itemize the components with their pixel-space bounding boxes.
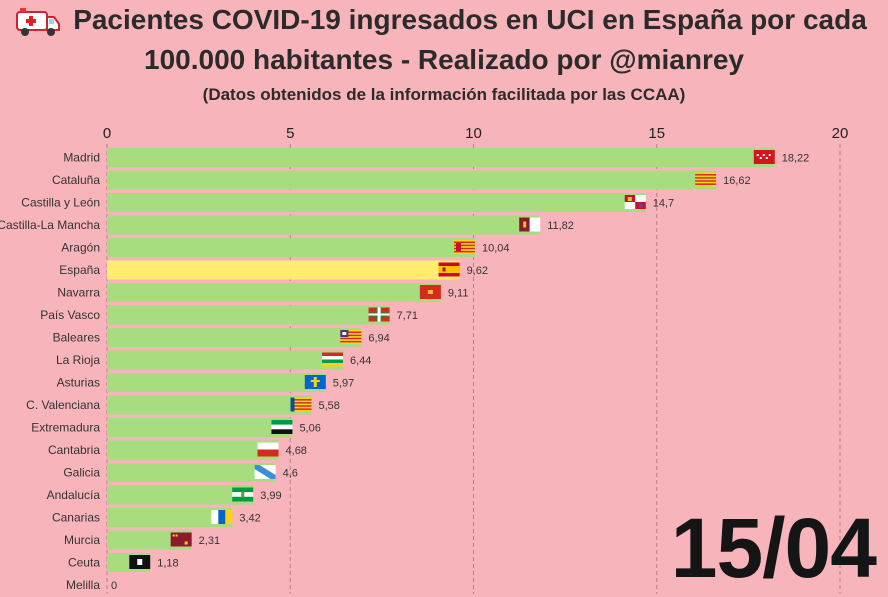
chart-title-line2: 100.000 habitantes - Realizado por @mian… <box>144 44 744 75</box>
category-label: Aragón <box>61 241 100 255</box>
value-label: 5,58 <box>319 400 340 412</box>
category-label: C. Valenciana <box>26 398 100 412</box>
ambulance-icon <box>16 8 60 36</box>
bar-chart: 0 5 10 15 20 Madrid 18,22 Cataluña 16,62 Castilla… <box>0 125 849 594</box>
value-label: 4,68 <box>286 445 307 457</box>
flag-espana-icon <box>438 262 460 277</box>
bar <box>107 283 441 302</box>
category-label: Madrid <box>63 151 100 165</box>
flag-ceuta-icon <box>129 555 151 569</box>
category-label: Extremadura <box>31 421 100 435</box>
bar <box>107 238 475 257</box>
value-label: 18,22 <box>782 153 810 165</box>
flag-cataluna-icon <box>695 172 717 187</box>
chart-title: Pacientes COVID-19 ingresados en UCI en … <box>73 4 867 35</box>
category-label: Cantabria <box>48 443 100 457</box>
chart-subtitle: (Datos obtenidos de la información facil… <box>202 85 686 104</box>
flag-asturias-icon <box>304 375 326 389</box>
flag-cantabria-icon <box>257 442 279 457</box>
bar <box>107 260 460 280</box>
flag-canarias-icon <box>211 510 233 524</box>
bar <box>107 170 717 190</box>
value-label: 7,71 <box>397 310 418 322</box>
bar <box>107 328 362 347</box>
x-tick-label: 15 <box>648 125 665 142</box>
bar <box>107 350 344 370</box>
category-label: Cataluña <box>52 173 100 187</box>
value-label: 16,62 <box>723 175 751 187</box>
bar <box>107 373 326 392</box>
flag-pais-vasco-icon <box>368 307 390 322</box>
flag-c-valenciana-icon <box>290 397 312 412</box>
flag-castilla-la-mancha-icon <box>519 217 541 232</box>
flag-extremadura-icon <box>271 420 293 434</box>
category-label: La Rioja <box>56 353 100 367</box>
bar <box>107 485 254 505</box>
x-tick-label: 10 <box>465 125 482 142</box>
bar <box>107 463 276 482</box>
x-tick-label: 20 <box>832 125 849 142</box>
bar <box>107 418 293 437</box>
bar <box>107 215 541 235</box>
value-label: 4,6 <box>283 468 298 480</box>
category-label: Galicia <box>63 466 100 480</box>
bar <box>107 193 646 212</box>
value-label: 2,31 <box>199 535 220 547</box>
category-label: Castilla y León <box>21 196 100 210</box>
flag-la-rioja-icon <box>322 352 344 367</box>
category-label: Melilla <box>66 578 100 592</box>
category-label: Castilla-La Mancha <box>0 218 100 232</box>
flag-aragon-icon <box>453 240 475 254</box>
category-label: País Vasco <box>40 308 100 322</box>
x-tick-label: 0 <box>103 125 111 142</box>
bar <box>107 530 192 550</box>
flag-navarra-icon <box>419 285 441 299</box>
bar <box>107 148 775 167</box>
bar <box>107 440 279 460</box>
bar <box>107 508 233 527</box>
date-label: 15/04 <box>670 501 877 595</box>
bar <box>107 395 312 415</box>
value-label: 6,94 <box>368 333 389 345</box>
category-label: Asturias <box>57 376 100 390</box>
flag-madrid-icon <box>753 150 775 164</box>
value-label: 14,7 <box>653 198 674 210</box>
bar <box>107 305 390 325</box>
value-label: 0 <box>111 580 117 592</box>
category-label: Canarias <box>52 511 100 525</box>
value-label: 3,42 <box>239 513 260 525</box>
value-label: 11,82 <box>547 220 574 232</box>
value-label: 9,62 <box>467 265 488 277</box>
flag-galicia-icon <box>254 465 276 479</box>
category-label: Ceuta <box>68 556 100 570</box>
x-tick-label: 5 <box>286 125 294 142</box>
value-label: 6,44 <box>350 355 371 367</box>
value-label: 9,11 <box>448 288 469 300</box>
value-label: 5,97 <box>333 378 354 390</box>
value-label: 5,06 <box>299 423 320 435</box>
category-label: Navarra <box>57 286 100 300</box>
category-label: Baleares <box>53 331 100 345</box>
value-label: 1,18 <box>157 558 178 570</box>
value-label: 3,99 <box>260 490 281 502</box>
flag-castilla-y-leon-icon <box>624 195 646 209</box>
category-label: Murcia <box>64 533 100 547</box>
category-label: España <box>59 263 100 277</box>
flag-murcia-icon <box>170 532 192 547</box>
value-label: 10,04 <box>482 243 510 255</box>
flag-andalucia-icon <box>232 487 254 502</box>
flag-baleares-icon <box>340 330 362 344</box>
category-label: Andalucía <box>47 488 101 502</box>
